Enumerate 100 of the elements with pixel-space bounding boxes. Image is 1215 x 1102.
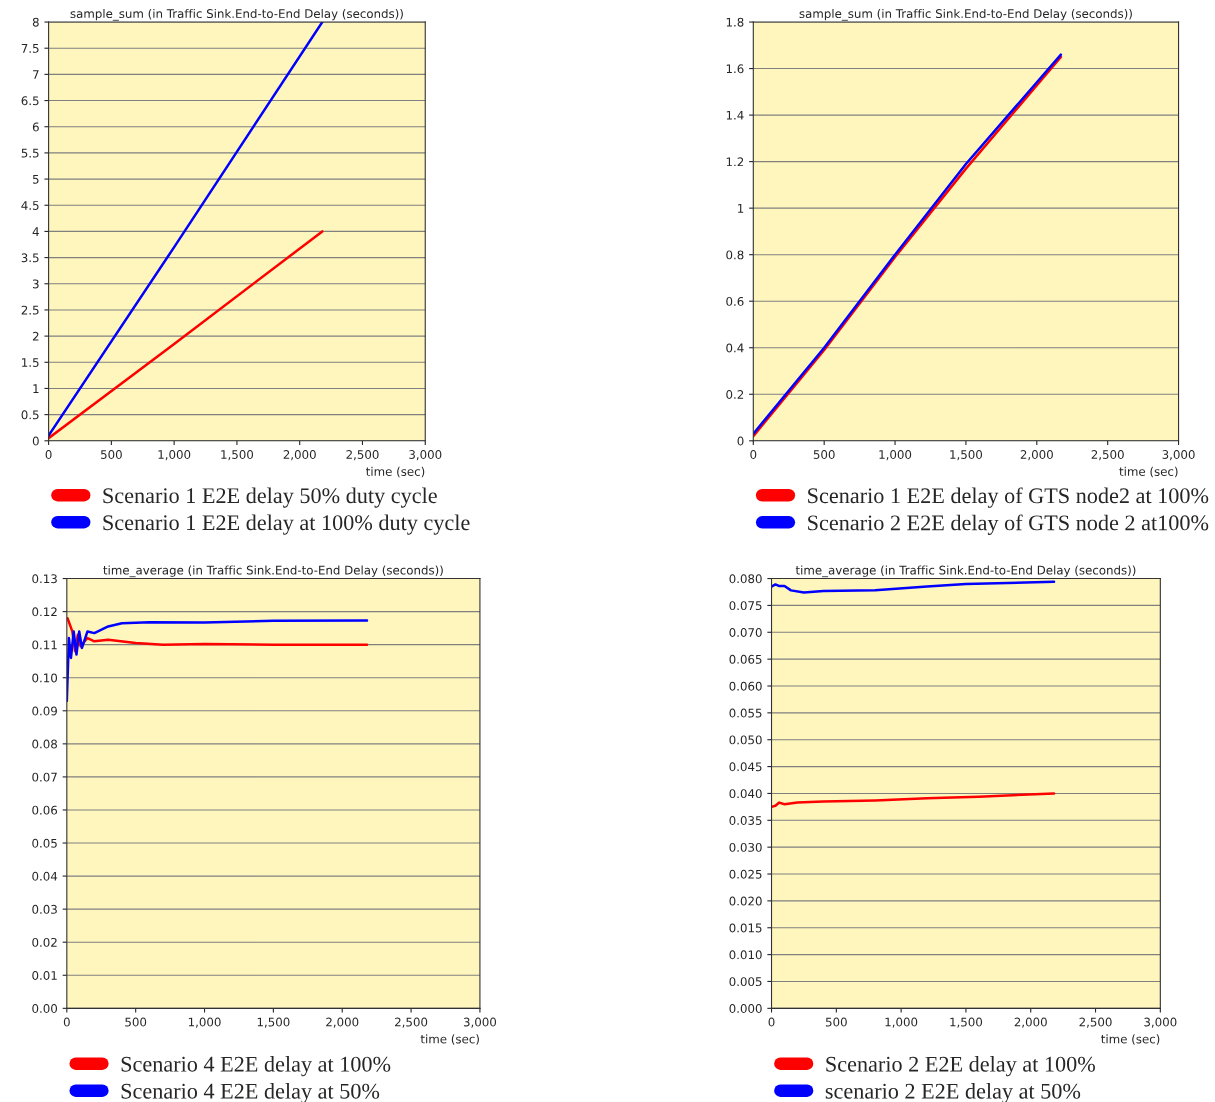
y-tick-label: 0.5 bbox=[21, 410, 39, 420]
x-tick-label: 1,000 bbox=[158, 450, 191, 461]
y-tick-label: 0.025 bbox=[729, 869, 762, 879]
y-tick-label: 6 bbox=[32, 122, 39, 132]
legend-label: Scenario 1 E2E delay of GTS node2 at 100% bbox=[808, 487, 1209, 508]
x-tick-label: 500 bbox=[825, 1017, 847, 1027]
x-tick-label: 3,000 bbox=[1162, 450, 1195, 461]
y-tick-label: 0.07 bbox=[32, 772, 57, 782]
chart-title: sample_sum (in Traffic Sink.End-to-End Delay (seconds)) bbox=[799, 8, 1132, 21]
x-tick-label: 1,500 bbox=[257, 1017, 290, 1028]
x-tick-label: 500 bbox=[813, 450, 835, 459]
legend-label: Scenario 1 E2E delay 50% duty cycle bbox=[103, 487, 437, 508]
y-tick-label: 2 bbox=[32, 331, 39, 341]
x-axis-title: time (sec) bbox=[1101, 1034, 1160, 1045]
line-series bbox=[66, 619, 369, 703]
x-tick-label: 2,000 bbox=[1020, 450, 1053, 461]
line-series bbox=[771, 580, 1056, 594]
y-tick-label: 0.04 bbox=[32, 871, 58, 881]
y-tick-label: 0 bbox=[737, 436, 744, 446]
x-tick-label: 500 bbox=[101, 450, 122, 459]
x-tick-label: 3,000 bbox=[1144, 1017, 1177, 1028]
y-tick-label: 3 bbox=[32, 279, 39, 289]
chart-title: time_average (in Traffic Sink.End-to-End Delay (seconds)) bbox=[795, 565, 1136, 578]
x-tick-label: 0 bbox=[63, 1017, 70, 1027]
y-tick-label: 0.2 bbox=[726, 389, 744, 399]
y-tick-label: 0.055 bbox=[729, 708, 762, 718]
y-tick-label: 0.8 bbox=[726, 250, 744, 260]
y-tick-label: 0.005 bbox=[729, 977, 762, 987]
y-tick-label: 0.01 bbox=[32, 970, 57, 980]
x-tick-label: 2,000 bbox=[326, 1017, 359, 1028]
x-tick-label: 2,500 bbox=[395, 1017, 428, 1028]
y-tick-label: 2.5 bbox=[21, 305, 39, 315]
legend-label: Scenario 2 E2E delay at 100% bbox=[826, 1056, 1095, 1077]
y-tick-label: 0.040 bbox=[729, 789, 762, 799]
y-tick-label: 0.035 bbox=[729, 816, 762, 825]
y-tick-label: 0.030 bbox=[729, 842, 762, 852]
y-tick-label: 0.11 bbox=[32, 640, 57, 650]
y-tick-label: 1.5 bbox=[22, 358, 39, 367]
y-tick-label: 0.06 bbox=[32, 805, 58, 815]
y-tick-label: 1.4 bbox=[726, 110, 744, 120]
x-tick-label: 500 bbox=[125, 1017, 147, 1027]
y-tick-label: 0.09 bbox=[32, 706, 57, 716]
y-tick-label: 0.010 bbox=[729, 950, 762, 960]
y-tick-label: 0.12 bbox=[32, 607, 57, 617]
y-tick-label: 7.5 bbox=[21, 44, 39, 53]
y-tick-label: 0.020 bbox=[729, 896, 762, 906]
x-tick-label: 2,500 bbox=[346, 450, 379, 461]
y-tick-label: 0.10 bbox=[32, 673, 58, 683]
y-tick-label: 0 bbox=[32, 436, 39, 446]
x-tick-label: 2,500 bbox=[1091, 450, 1124, 461]
chart-title: sample_sum (in Traffic Sink.End-to-End Delay (seconds)) bbox=[70, 8, 403, 21]
x-tick-label: 1,500 bbox=[950, 450, 983, 461]
y-tick-label: 8 bbox=[32, 17, 39, 27]
x-tick-label: 0 bbox=[768, 1017, 775, 1027]
y-tick-label: 0.070 bbox=[729, 628, 762, 637]
x-tick-label: 2,000 bbox=[1014, 1017, 1047, 1028]
line-series bbox=[771, 792, 1056, 809]
legend-label: Scenario 2 E2E delay of GTS node 2 at100% bbox=[808, 514, 1209, 535]
x-tick-label: 1,500 bbox=[950, 1017, 983, 1028]
x-axis-title: time (sec) bbox=[420, 1034, 479, 1045]
x-tick-label: 1,000 bbox=[885, 1017, 918, 1028]
y-tick-label: 0.13 bbox=[32, 574, 57, 584]
y-tick-label: 1 bbox=[738, 204, 744, 213]
y-tick-label: 1.2 bbox=[726, 157, 744, 167]
y-tick-label: 0.4 bbox=[726, 343, 744, 353]
y-tick-label: 0.03 bbox=[32, 904, 57, 914]
y-tick-label: 6.5 bbox=[21, 96, 39, 106]
y-tick-label: 0.6 bbox=[726, 296, 744, 306]
y-tick-label: 3.5 bbox=[21, 253, 39, 263]
x-tick-label: 1,000 bbox=[188, 1017, 221, 1028]
y-tick-label: 0.045 bbox=[729, 762, 762, 772]
x-tick-label: 2,500 bbox=[1079, 1017, 1112, 1028]
x-tick-label: 3,000 bbox=[409, 450, 442, 461]
y-tick-label: 4.5 bbox=[21, 201, 39, 210]
x-tick-label: 2,000 bbox=[283, 450, 316, 461]
y-tick-label: 0.075 bbox=[729, 601, 762, 611]
y-tick-label: 0.02 bbox=[32, 937, 57, 947]
y-tick-label: 7 bbox=[33, 70, 39, 79]
y-tick-label: 0.015 bbox=[729, 923, 762, 933]
y-tick-label: 0.050 bbox=[729, 735, 762, 745]
y-tick-label: 0.08 bbox=[32, 739, 57, 749]
x-tick-label: 1,500 bbox=[221, 450, 254, 461]
y-tick-label: 0.000 bbox=[729, 1004, 762, 1013]
x-tick-label: 3,000 bbox=[463, 1017, 497, 1028]
y-tick-label: 0.065 bbox=[729, 654, 762, 664]
x-tick-label: 1,000 bbox=[879, 450, 912, 461]
y-tick-label: 4 bbox=[32, 227, 39, 236]
x-axis-title: time (sec) bbox=[1119, 466, 1178, 478]
y-tick-label: 1.6 bbox=[726, 64, 744, 74]
y-tick-label: 0.080 bbox=[729, 574, 762, 584]
y-tick-label: 0.060 bbox=[729, 681, 762, 691]
legend-label: Scenario 1 E2E delay at 100% duty cycle bbox=[103, 514, 470, 535]
x-axis-title: time (sec) bbox=[366, 466, 425, 478]
y-tick-label: 5 bbox=[32, 174, 39, 184]
y-tick-label: 0.05 bbox=[32, 838, 57, 848]
y-tick-label: 1 bbox=[33, 384, 39, 393]
y-tick-label: 5.5 bbox=[21, 148, 39, 158]
y-tick-label: 0.00 bbox=[32, 1004, 58, 1013]
y-tick-label: 1.8 bbox=[726, 17, 744, 27]
legend-label: Scenario 4 E2E delay at 100% bbox=[121, 1056, 391, 1077]
